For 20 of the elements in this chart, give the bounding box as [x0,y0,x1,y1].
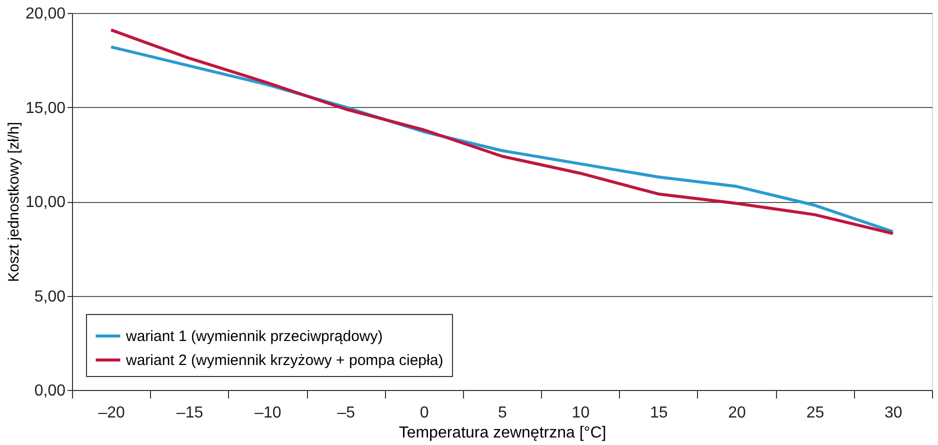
y-tick-label: 20,00 [25,6,66,22]
x-tick-label: 15 [650,404,668,422]
x-tick-label: –20 [98,404,126,422]
y-axis-title: Koszt jednostkowy [zł/h] [5,122,22,282]
x-tick-label: 10 [572,404,590,422]
x-tick-label: –10 [254,404,282,422]
y-tick-label: 10,00 [25,194,66,211]
legend-label: wariant 1 (wymiennik przeciwprądowy) [125,328,383,345]
x-tick-label: 20 [728,404,746,422]
legend-label: wariant 2 (wymiennik krzyżowy + pompa ciepła) [125,352,444,369]
y-tick-label: 15,00 [25,100,66,117]
x-tick-label: 25 [806,404,824,422]
x-axis-title: Temperatura zewnętrzna [°C] [398,424,606,442]
x-tick-label: –15 [176,404,204,422]
y-tick-label: 5,00 [34,288,66,306]
x-tick-label: 30 [884,404,902,422]
x-tick-label: 5 [498,404,508,422]
x-tick-label: –5 [337,404,356,422]
y-tick-label: 0,00 [34,382,66,400]
x-tick-label: 0 [420,404,429,422]
